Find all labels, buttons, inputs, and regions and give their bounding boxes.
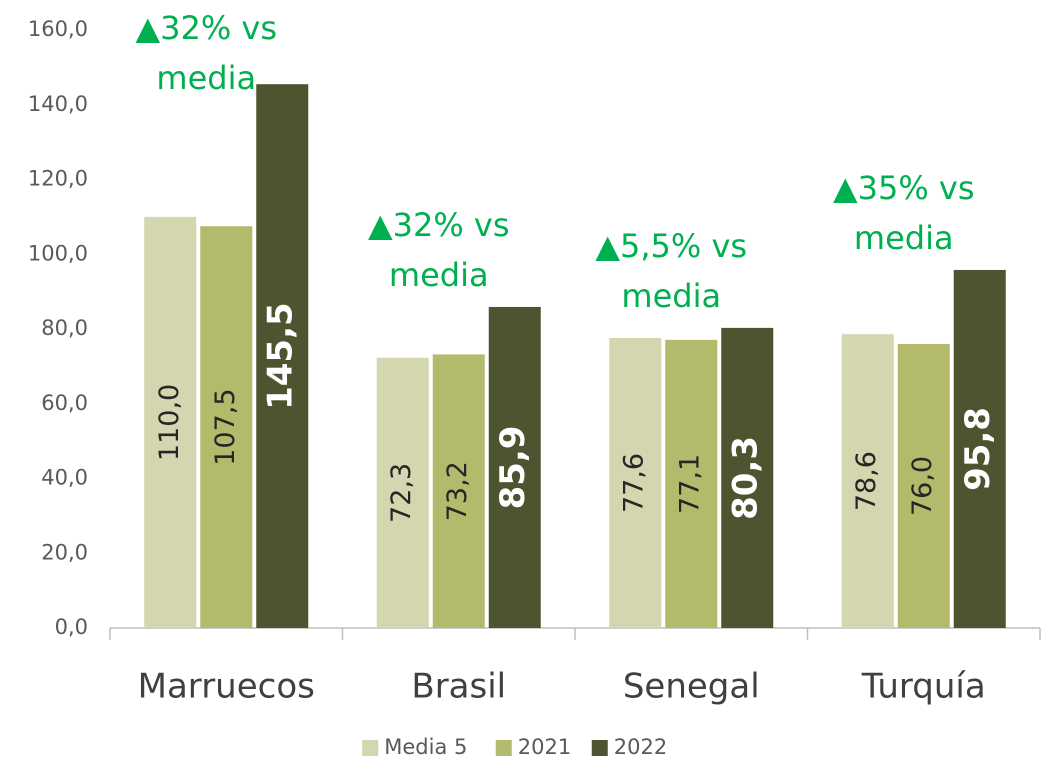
x-tick-label: Marruecos xyxy=(138,667,315,707)
y-tick-label: 20,0 xyxy=(41,540,88,564)
bar xyxy=(953,269,1006,628)
annotation: ▲5,5% vs xyxy=(595,227,747,265)
legend-label: Media 5 xyxy=(384,735,467,759)
legend-label: 2022 xyxy=(614,735,667,759)
value-label: 77,6 xyxy=(619,453,650,513)
legend-label: 2021 xyxy=(518,735,571,759)
value-label: 80,3 xyxy=(726,436,766,520)
bar xyxy=(665,339,718,628)
y-tick-label: 140,0 xyxy=(28,92,88,116)
bar xyxy=(376,357,429,628)
bar xyxy=(897,343,950,628)
legend-swatch xyxy=(591,740,608,756)
annotation: media xyxy=(854,219,954,257)
y-tick-label: 0,0 xyxy=(55,615,88,639)
x-tick-label: Brasil xyxy=(411,667,506,707)
annotation: ▲35% vs xyxy=(833,169,975,207)
y-tick-label: 120,0 xyxy=(28,167,88,191)
legend-swatch xyxy=(495,740,512,756)
bar xyxy=(721,327,774,628)
bar xyxy=(841,334,894,628)
x-tick-label: Senegal xyxy=(623,667,760,707)
value-label: 107,5 xyxy=(210,388,241,465)
value-label: 72,3 xyxy=(386,463,417,523)
value-label: 95,8 xyxy=(958,407,998,491)
value-label: 110,0 xyxy=(154,384,185,461)
bar xyxy=(432,354,485,628)
value-label: 76,0 xyxy=(907,456,938,516)
annotation: ▲32% vs xyxy=(135,9,277,47)
value-label: 145,5 xyxy=(261,302,301,410)
annotation: ▲32% vs xyxy=(368,206,510,244)
bar xyxy=(609,337,662,628)
y-tick-label: 100,0 xyxy=(28,241,88,265)
y-tick-label: 60,0 xyxy=(41,391,88,415)
annotation: media xyxy=(156,59,256,97)
value-label: 78,6 xyxy=(851,451,882,511)
bar xyxy=(144,216,197,628)
bar xyxy=(488,306,541,628)
legend-swatch xyxy=(362,740,379,756)
x-tick-label: Turquía xyxy=(861,667,986,707)
bar xyxy=(256,84,309,629)
annotation: media xyxy=(621,277,721,315)
y-tick-label: 40,0 xyxy=(41,466,88,490)
bar xyxy=(200,226,253,628)
y-tick-label: 160,0 xyxy=(28,17,88,41)
annotation: media xyxy=(389,256,489,294)
value-label: 85,9 xyxy=(493,426,533,510)
value-label: 73,2 xyxy=(442,461,473,521)
value-label: 77,1 xyxy=(675,454,706,514)
y-tick-label: 80,0 xyxy=(41,316,88,340)
